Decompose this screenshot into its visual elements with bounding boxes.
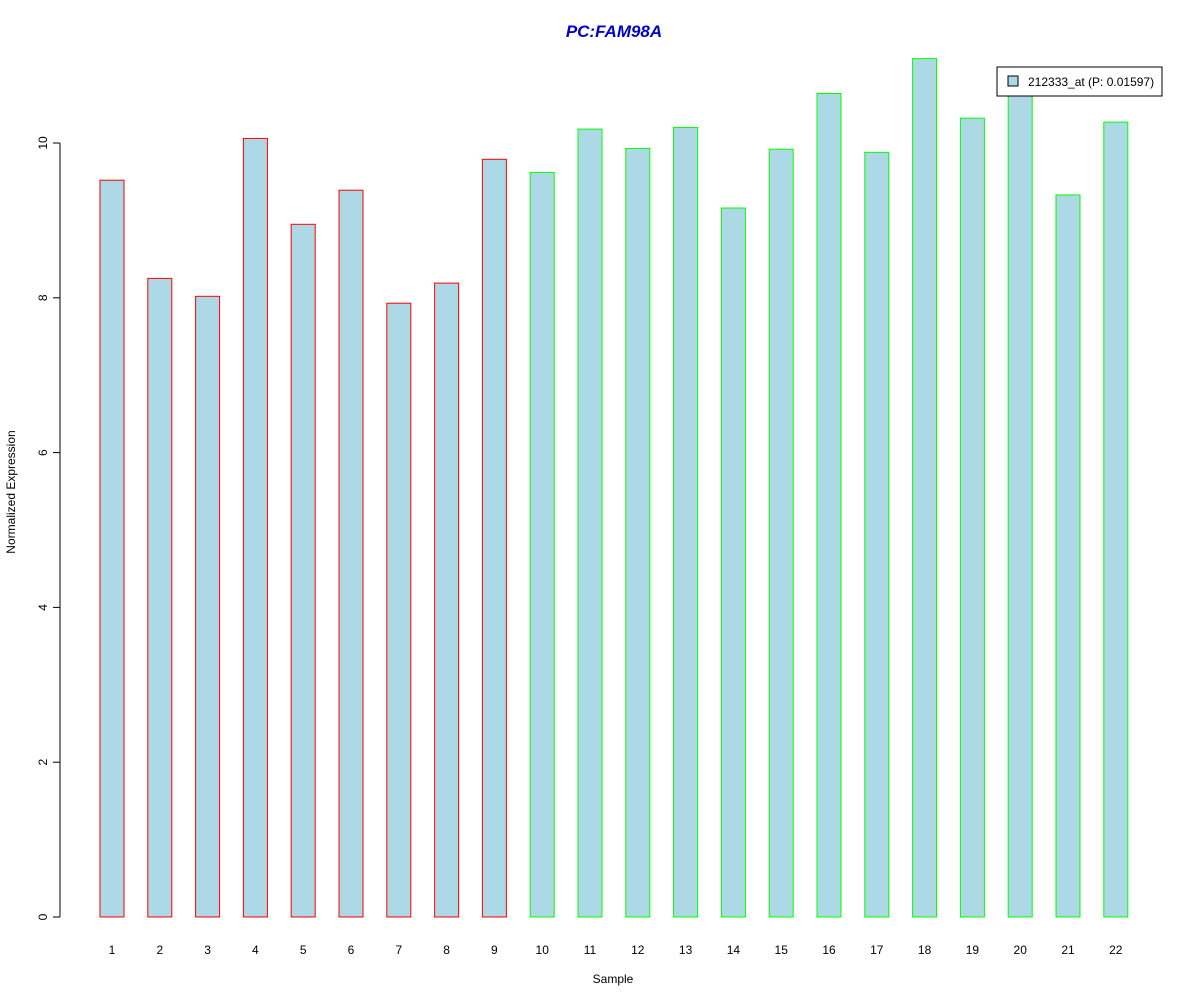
x-tick-label: 3 (204, 943, 211, 957)
x-tick-label: 11 (584, 943, 597, 957)
bar-sample-3 (195, 295, 221, 918)
chart-title: PC:FAM98A (566, 22, 662, 41)
x-tick-label: 6 (348, 943, 355, 957)
x-tick-label: 20 (1014, 943, 1028, 957)
y-tick-label: 10 (36, 136, 50, 150)
x-tick-label: 1 (109, 943, 116, 957)
bar-sample-13 (673, 127, 699, 918)
bar-sample-19 (959, 117, 985, 918)
x-tick-label: 16 (822, 943, 836, 957)
x-tick-label: 9 (491, 943, 498, 957)
bar-sample-4 (242, 137, 268, 918)
x-tick-label: 21 (1061, 943, 1075, 957)
x-tick-label: 13 (679, 943, 693, 957)
x-tick-label: 17 (870, 943, 884, 957)
legend-swatch (1007, 75, 1019, 87)
x-tick-label: 15 (775, 943, 789, 957)
y-tick-label: 8 (36, 294, 50, 301)
bar-sample-7 (386, 302, 412, 918)
bar-sample-14 (720, 207, 746, 918)
y-axis-title: Normalized Expression (4, 430, 18, 553)
y-tick-label: 0 (36, 913, 50, 920)
y-tick-label: 2 (36, 759, 50, 766)
legend-box (996, 66, 1163, 97)
x-tick-label: 19 (966, 943, 980, 957)
legend: 212333_at (P: 0.01597) (996, 66, 1163, 97)
x-tick-labels: 1 2 3 4 5 6 7 8 9 10 11 12 13 14 15 16 17 18 19 20 21 22 (109, 943, 1123, 957)
x-tick-label: 5 (300, 943, 307, 957)
bar-sample-15 (768, 148, 794, 918)
bar-sample-9 (481, 158, 507, 918)
x-tick-label: 7 (395, 943, 402, 957)
bar-sample-12 (625, 147, 651, 918)
x-tick-label: 22 (1109, 943, 1123, 957)
bar-sample-21 (1055, 194, 1081, 918)
x-tick-label: 14 (727, 943, 741, 957)
x-tick-label: 18 (918, 943, 932, 957)
y-tick-label: 6 (36, 449, 50, 456)
x-tick-label: 10 (536, 943, 550, 957)
x-tick-label: 8 (443, 943, 450, 957)
x-tick-label: 4 (252, 943, 259, 957)
y-axis: 0 2 4 6 8 10 (36, 136, 61, 920)
x-tick-label: 2 (156, 943, 163, 957)
bar-sample-11 (577, 128, 603, 918)
bar-sample-5 (290, 223, 316, 918)
bar-sample-10 (529, 171, 555, 918)
bars (99, 58, 1129, 918)
bar-sample-8 (434, 282, 460, 918)
bar-sample-20 (1007, 89, 1033, 918)
legend-label: 212333_at (P: 0.01597) (1028, 75, 1154, 89)
bar-sample-16 (816, 93, 842, 918)
bar-sample-17 (864, 151, 890, 918)
bar-sample-18 (912, 58, 938, 918)
bar-sample-6 (338, 189, 364, 918)
bar-sample-1 (99, 179, 125, 918)
x-tick-label: 12 (631, 943, 645, 957)
bar-sample-22 (1103, 121, 1129, 918)
y-tick-label: 4 (36, 604, 50, 611)
x-axis-title: Sample (593, 972, 634, 986)
bar-sample-2 (147, 277, 173, 918)
